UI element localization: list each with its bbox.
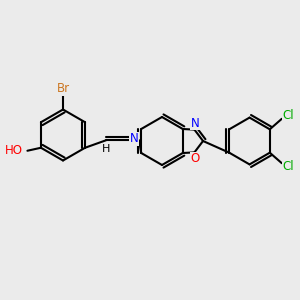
- Text: O: O: [190, 152, 200, 166]
- Text: N: N: [130, 132, 138, 145]
- Text: Br: Br: [56, 82, 70, 95]
- Text: H: H: [102, 144, 110, 154]
- Text: Cl: Cl: [283, 160, 294, 173]
- Text: Cl: Cl: [283, 109, 294, 122]
- Text: HO: HO: [5, 144, 23, 157]
- Text: N: N: [190, 116, 200, 130]
